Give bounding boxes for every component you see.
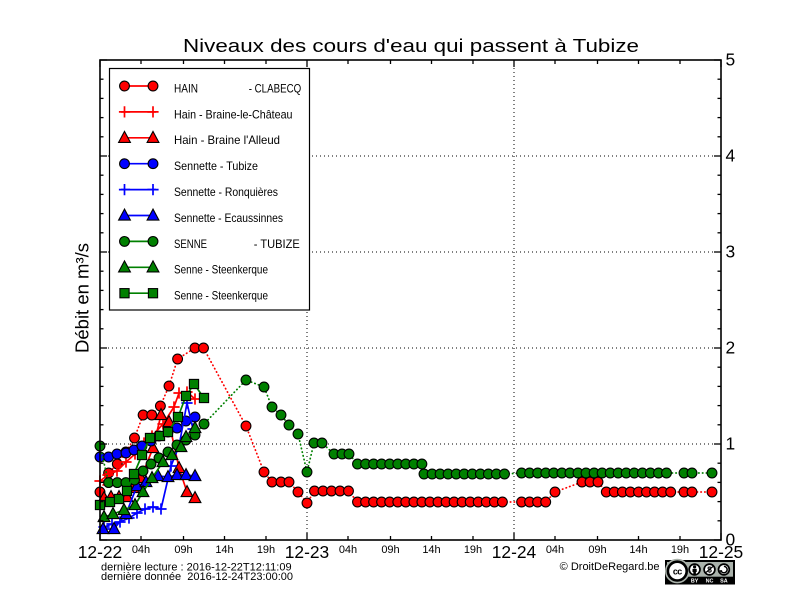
svg-text:14h: 14h (629, 544, 647, 556)
svg-text:Sennette - Ronquières: Sennette - Ronquières (174, 185, 278, 199)
svg-text:Hain - Braine-le-Château: Hain - Braine-le-Château (174, 107, 293, 121)
svg-text:SA: SA (720, 578, 728, 584)
svg-text:12-22: 12-22 (78, 542, 122, 562)
svg-text:09h: 09h (174, 544, 192, 556)
svg-text:04h: 04h (546, 544, 564, 556)
svg-text:14h: 14h (215, 544, 233, 556)
svg-text:04h: 04h (132, 544, 150, 556)
svg-text:19h: 19h (671, 544, 689, 556)
svg-text:Débit en m³/s: Débit en m³/s (73, 243, 93, 353)
svg-text:14h: 14h (422, 544, 440, 556)
svg-text:BY: BY (691, 578, 699, 584)
svg-text:- CLABECQ: - CLABECQ (249, 81, 302, 95)
svg-text:09h: 09h (381, 544, 399, 556)
svg-text:12-25: 12-25 (699, 542, 743, 562)
svg-text:dernière lecture : 2016-12-22T: dernière lecture : 2016-12-22T12:11:09 (101, 562, 292, 574)
svg-text:Sennette - Tubize: Sennette - Tubize (174, 159, 258, 173)
svg-text:Senne - Steenkerque: Senne - Steenkerque (174, 289, 268, 303)
svg-text:12-23: 12-23 (285, 542, 329, 562)
svg-text:HAIN: HAIN (174, 81, 198, 95)
svg-text:© DroitDeRegard.be: © DroitDeRegard.be (560, 561, 660, 573)
svg-text:SENNE: SENNE (174, 237, 207, 251)
svg-text:19h: 19h (257, 544, 275, 556)
svg-text:2: 2 (726, 338, 736, 358)
svg-text:Sennette - Ecaussinnes: Sennette - Ecaussinnes (174, 211, 283, 225)
svg-text:Hain - Braine l'Alleud: Hain - Braine l'Alleud (174, 133, 280, 147)
svg-text:4: 4 (726, 146, 736, 166)
svg-text:1: 1 (726, 434, 736, 454)
svg-text:Niveaux des cours d'eau qui pa: Niveaux des cours d'eau qui passent à Tu… (183, 36, 639, 56)
svg-text:- TUBIZE: - TUBIZE (254, 237, 300, 251)
svg-text:cc: cc (673, 566, 682, 576)
svg-text:5: 5 (726, 50, 736, 70)
svg-text:dernière donnée 2016-12-24T23: dernière donnée 2016-12-24T23:00:00 (101, 571, 293, 583)
svg-text:NC: NC (706, 578, 714, 584)
svg-text:09h: 09h (588, 544, 606, 556)
svg-text:3: 3 (726, 242, 736, 262)
svg-text:19h: 19h (464, 544, 482, 556)
svg-text:04h: 04h (339, 544, 357, 556)
svg-text:0: 0 (726, 530, 736, 550)
svg-text:Senne - Steenkerque: Senne - Steenkerque (174, 263, 268, 277)
svg-text:12-24: 12-24 (492, 542, 537, 562)
